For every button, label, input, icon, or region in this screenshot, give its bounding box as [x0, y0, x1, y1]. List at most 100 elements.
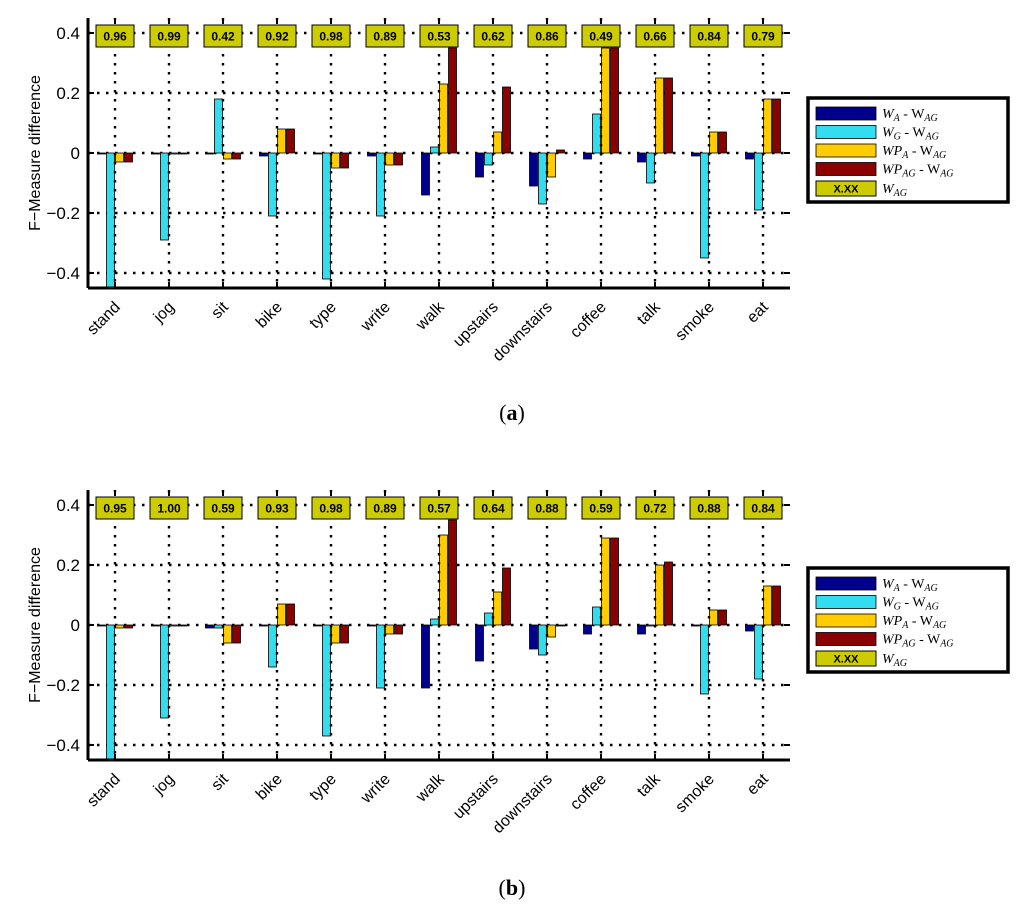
legend-swatch-1: [815, 125, 877, 139]
bar-type-s0: [313, 624, 322, 627]
bar-jog-s2: [169, 624, 178, 627]
bar-coffee-s0: [583, 152, 592, 160]
legend-wag-label: WAG: [882, 652, 907, 669]
wag-box-walk: [419, 496, 459, 520]
bar-bike-s2: [277, 128, 286, 154]
wag-box-talk: [635, 496, 675, 520]
legend-label-0: WA - WAG: [882, 107, 938, 124]
legend-wag-swatch: [815, 650, 877, 667]
y-axis-label: F−Measure difference: [27, 547, 44, 703]
wag-box-talk: [635, 24, 675, 48]
bar-eat-s1: [754, 624, 763, 680]
bar-downstairs-s3: [556, 149, 565, 154]
bar-talk-s1: [646, 152, 655, 184]
chart-panel-b: −0.4 −0.2 0 0.2 0.4 F−Measure difference 0.95 1…: [27, 490, 1010, 900]
bar-talk-s1: [646, 624, 655, 627]
legend-label-2: WPA - WAG: [882, 614, 946, 631]
bar-jog-s3: [178, 152, 187, 155]
bar-jog-s1: [160, 152, 169, 241]
y-tick-label: −0.2: [46, 676, 80, 695]
bar-coffee-s1: [592, 113, 601, 154]
wag-box-upstairs: [473, 24, 513, 48]
category-label-walk: walk: [412, 770, 448, 806]
bar-sit-s0: [205, 624, 214, 629]
wag-value-smoke: 0.88: [697, 502, 721, 516]
bar-talk-s0: [637, 152, 646, 163]
bar-walk-s2: [439, 534, 448, 626]
wag-value-sit: 0.59: [211, 502, 235, 516]
category-label-coffee: coffee: [567, 771, 610, 814]
bar-sit-s2: [223, 624, 232, 644]
y-tick-label: −0.2: [46, 204, 80, 223]
wag-value-coffee: 0.49: [589, 30, 613, 44]
y-tick-label: 0.4: [56, 496, 80, 515]
bar-sit-s1: [214, 98, 223, 154]
bar-downstairs-s0: [529, 152, 538, 187]
y-tick-label: 0.2: [56, 84, 80, 103]
wag-value-upstairs: 0.64: [481, 502, 505, 516]
category-label-write: write: [357, 771, 394, 808]
bar-jog-s0: [151, 624, 160, 627]
legend-swatch-3: [815, 632, 877, 646]
legend-label-2: WPA - WAG: [882, 144, 946, 161]
wag-value-walk: 0.57: [427, 502, 451, 516]
bar-smoke-s0: [691, 624, 700, 627]
bar-bike-s2: [277, 603, 286, 626]
bar-type-s0: [313, 152, 322, 155]
bar-stand-s3: [124, 152, 133, 163]
bar-stand-s0: [97, 152, 106, 155]
bar-jog-s2: [169, 152, 178, 155]
bar-bike-s1: [268, 624, 277, 668]
wag-value-talk: 0.66: [643, 30, 667, 44]
wag-box-type: [311, 496, 351, 520]
bar-talk-s2: [655, 77, 664, 154]
bar-type-s1: [322, 624, 331, 737]
bar-smoke-s1: [700, 152, 709, 259]
category-label-smoke: smoke: [672, 771, 717, 816]
wag-box-jog: [149, 496, 189, 520]
y-tick-label: −0.4: [46, 264, 80, 283]
category-label-talk: talk: [634, 770, 664, 800]
bar-smoke-s2: [709, 609, 718, 626]
wag-value-stand: 0.95: [103, 502, 127, 516]
bar-walk-s3: [448, 519, 457, 626]
category-label-coffee: coffee: [567, 299, 610, 342]
bar-talk-s0: [637, 624, 646, 635]
wag-box-walk: [419, 24, 459, 48]
legend-swatch-3: [815, 162, 877, 176]
bar-coffee-s2: [601, 537, 610, 626]
bar-bike-s0: [259, 624, 268, 627]
bar-upstairs-s0: [475, 152, 484, 178]
bar-downstairs-s3: [556, 624, 565, 627]
bar-downstairs-s1: [538, 624, 547, 656]
bar-bike-s3: [286, 603, 295, 626]
bar-walk-s2: [439, 83, 448, 154]
bar-eat-s1: [754, 152, 763, 211]
wag-value-downstairs: 0.88: [535, 502, 559, 516]
category-label-upstairs: upstairs: [450, 771, 502, 823]
legend-label-3: WPAG - WAG: [882, 163, 954, 180]
bar-write-s1: [376, 624, 385, 689]
bar-coffee-s1: [592, 606, 601, 626]
bar-sit-s3: [232, 624, 241, 644]
wag-value-coffee: 0.59: [589, 502, 613, 516]
bar-downstairs-s2: [547, 624, 556, 638]
bar-walk-s0: [421, 152, 430, 196]
bar-smoke-s0: [691, 152, 700, 157]
wag-box-coffee: [581, 24, 621, 48]
category-label-write: write: [357, 299, 394, 336]
wag-value-write: 0.89: [373, 30, 397, 44]
bar-jog-s3: [178, 624, 187, 627]
panel-label: (b): [499, 875, 526, 900]
bar-type-s2: [331, 624, 340, 644]
bar-walk-s1: [430, 618, 439, 626]
wag-value-jog: 0.99: [157, 30, 181, 44]
wag-box-eat: [743, 496, 783, 520]
bar-stand-s0: [97, 624, 106, 627]
wag-box-bike: [257, 496, 297, 520]
wag-box-jog: [149, 24, 189, 48]
bar-smoke-s2: [709, 131, 718, 154]
bar-smoke-s3: [718, 609, 727, 626]
panel-label: (a): [499, 400, 525, 425]
